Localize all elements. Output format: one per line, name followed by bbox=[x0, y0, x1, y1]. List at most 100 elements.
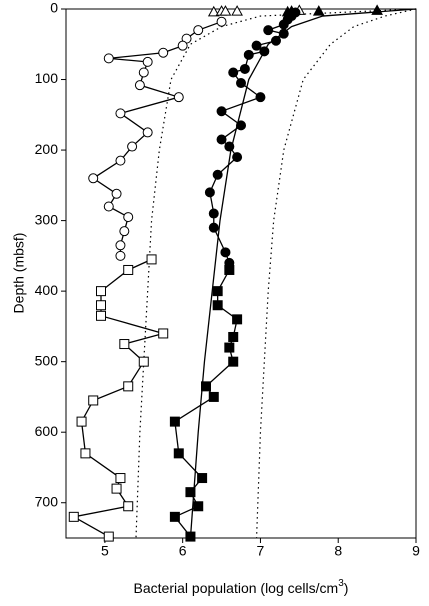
point bbox=[103, 531, 114, 542]
point bbox=[158, 328, 169, 339]
point bbox=[236, 120, 246, 131]
x-axis-title-sup: 3 bbox=[338, 578, 344, 589]
point bbox=[232, 314, 243, 325]
point bbox=[169, 511, 180, 522]
point bbox=[212, 300, 223, 311]
point bbox=[96, 286, 106, 297]
point bbox=[127, 141, 138, 152]
point bbox=[231, 5, 243, 16]
model-curve bbox=[255, 8, 417, 539]
x-axis-title-end: ) bbox=[344, 580, 349, 596]
point bbox=[88, 395, 99, 406]
y-tick-label: 700 bbox=[35, 493, 59, 509]
point bbox=[219, 5, 232, 16]
point bbox=[76, 416, 87, 427]
point bbox=[115, 155, 126, 166]
point bbox=[123, 501, 134, 512]
y-tick-label: 200 bbox=[35, 141, 59, 157]
point bbox=[158, 47, 169, 58]
x-tick-label: 5 bbox=[101, 543, 109, 559]
point bbox=[173, 448, 184, 459]
x-axis-title-main: Bacterial population (log cells/cm bbox=[134, 580, 339, 596]
point bbox=[115, 108, 126, 119]
point bbox=[259, 46, 270, 57]
point bbox=[119, 226, 130, 237]
point bbox=[236, 78, 246, 89]
point bbox=[138, 67, 149, 78]
point bbox=[115, 473, 126, 484]
point bbox=[243, 49, 254, 60]
point bbox=[173, 92, 184, 103]
point bbox=[216, 16, 227, 27]
point bbox=[96, 300, 106, 311]
point bbox=[255, 92, 266, 103]
point bbox=[201, 381, 211, 392]
point bbox=[115, 250, 126, 261]
point bbox=[207, 5, 220, 17]
x-tick-label: 7 bbox=[257, 543, 265, 559]
model-curve bbox=[135, 8, 417, 539]
point bbox=[212, 169, 223, 180]
point bbox=[197, 473, 208, 484]
point bbox=[88, 173, 99, 184]
point bbox=[271, 35, 281, 46]
point bbox=[134, 80, 145, 91]
point bbox=[232, 152, 243, 163]
point bbox=[312, 5, 325, 16]
point bbox=[119, 339, 130, 350]
point bbox=[228, 356, 239, 367]
point bbox=[138, 356, 149, 367]
point bbox=[228, 331, 239, 342]
point bbox=[103, 53, 114, 64]
point bbox=[216, 134, 227, 145]
point bbox=[263, 25, 274, 36]
x-axis-title: Bacterial population (log cells/cm3) bbox=[134, 578, 349, 596]
point bbox=[278, 28, 289, 39]
point bbox=[224, 264, 235, 275]
point bbox=[228, 67, 239, 78]
point bbox=[193, 501, 204, 512]
point bbox=[111, 483, 122, 494]
point bbox=[278, 19, 289, 30]
x-tick-label: 9 bbox=[412, 543, 420, 559]
point bbox=[193, 25, 204, 36]
point bbox=[96, 310, 106, 321]
point bbox=[251, 40, 262, 51]
point bbox=[111, 188, 122, 199]
point bbox=[146, 254, 157, 265]
point bbox=[169, 416, 180, 427]
point bbox=[208, 391, 219, 402]
point bbox=[208, 208, 219, 219]
y-tick-label: 100 bbox=[35, 70, 59, 86]
data-line bbox=[71, 258, 166, 538]
point bbox=[115, 240, 126, 251]
point bbox=[208, 222, 219, 233]
point bbox=[224, 342, 235, 353]
point bbox=[212, 286, 223, 297]
point bbox=[216, 106, 227, 117]
point bbox=[239, 63, 250, 74]
point bbox=[142, 56, 153, 67]
data-line bbox=[173, 269, 238, 537]
y-tick-label: 600 bbox=[35, 423, 59, 439]
point bbox=[204, 187, 215, 198]
point bbox=[123, 381, 134, 392]
y-tick-label: 300 bbox=[35, 211, 59, 227]
y-tick-label: 400 bbox=[35, 282, 59, 298]
point bbox=[185, 531, 196, 542]
point bbox=[142, 127, 153, 138]
point bbox=[220, 247, 231, 258]
point bbox=[185, 487, 196, 498]
point bbox=[224, 141, 235, 152]
y-tick-label: 0 bbox=[50, 0, 58, 16]
model-curve bbox=[189, 8, 417, 539]
point bbox=[285, 5, 298, 16]
x-tick-label: 8 bbox=[334, 543, 342, 559]
point bbox=[123, 212, 134, 223]
point bbox=[371, 4, 383, 15]
point bbox=[68, 511, 79, 522]
point bbox=[103, 201, 114, 212]
point bbox=[80, 448, 91, 459]
point bbox=[123, 264, 134, 275]
